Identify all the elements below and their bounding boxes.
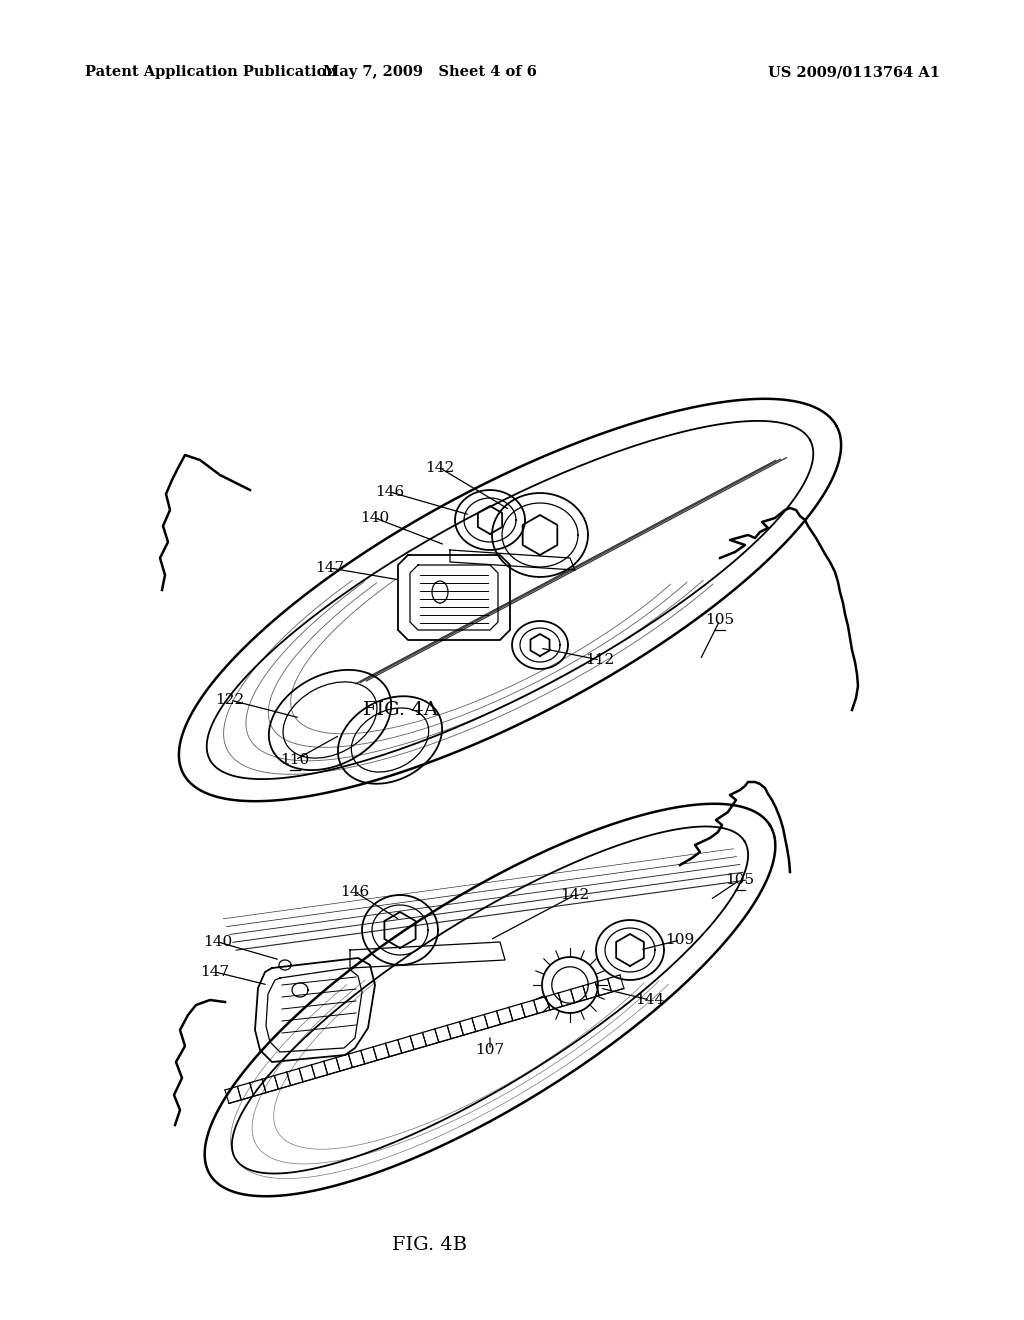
Text: 146: 146 bbox=[376, 484, 404, 499]
Text: 147: 147 bbox=[201, 965, 229, 979]
Text: Patent Application Publication: Patent Application Publication bbox=[85, 65, 337, 79]
Text: 147: 147 bbox=[315, 561, 344, 576]
Text: 142: 142 bbox=[425, 461, 455, 475]
Text: 112: 112 bbox=[586, 653, 614, 667]
Text: 140: 140 bbox=[360, 511, 389, 525]
Text: FIG. 4B: FIG. 4B bbox=[392, 1236, 468, 1254]
Text: 146: 146 bbox=[340, 884, 370, 899]
Text: May 7, 2009   Sheet 4 of 6: May 7, 2009 Sheet 4 of 6 bbox=[323, 65, 537, 79]
Text: 140: 140 bbox=[204, 935, 232, 949]
Text: 122: 122 bbox=[215, 693, 245, 708]
Text: 105: 105 bbox=[725, 873, 755, 887]
Text: 107: 107 bbox=[475, 1043, 505, 1057]
Text: 142: 142 bbox=[560, 888, 590, 902]
Text: US 2009/0113764 A1: US 2009/0113764 A1 bbox=[768, 65, 940, 79]
Text: 144: 144 bbox=[635, 993, 665, 1007]
Text: 110: 110 bbox=[281, 752, 309, 767]
Text: 105: 105 bbox=[706, 612, 734, 627]
Text: FIG. 4A: FIG. 4A bbox=[362, 701, 437, 719]
Text: 109: 109 bbox=[666, 933, 694, 946]
